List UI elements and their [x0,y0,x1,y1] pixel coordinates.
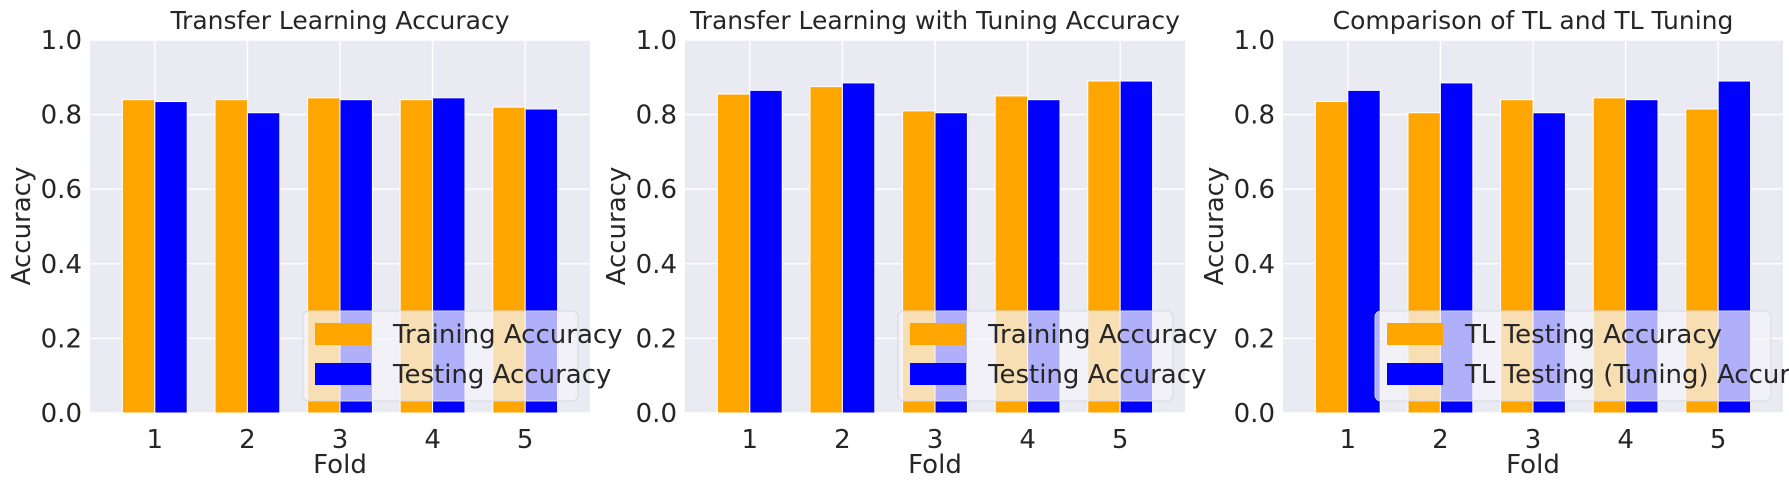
legend-label-1: TL Testing Accuracy [1464,320,1722,350]
legend-label-1: Training Accuracy [392,320,623,350]
legend: TL Testing Accuracy TL Testing (Tuning) A… [1374,310,1789,402]
x-tick-label: 4 [1617,425,1634,455]
legend-swatch-1 [315,323,371,345]
legend: Training Accuracy Testing Accuracy [302,310,623,402]
legend-label-2: Testing Accuracy [392,360,611,390]
x-tick-labels: 1 2 3 4 5 [1340,425,1727,455]
bar-series-1-fold-1 [121,99,156,414]
y-axis-label: Accuracy [1200,167,1230,286]
legend-swatch-2 [910,363,966,385]
legend-label-1: Training Accuracy [987,320,1218,350]
chart-title: Comparison of TL and TL Tuning [1333,6,1734,35]
y-tick-label: 0.2 [636,324,677,354]
x-tick-label: 1 [1340,425,1357,455]
y-tick-label: 0.8 [41,101,82,131]
legend-swatch-2 [1387,363,1443,385]
bar-series-2-fold-2 [246,112,281,414]
x-tick-label: 5 [1112,425,1129,455]
y-tick-label: 0.6 [1234,175,1275,205]
bar-series-2-fold-1 [154,101,188,414]
y-tick-label: 0.8 [636,101,677,131]
y-tick-label: 0.6 [41,175,82,205]
chart-title: Transfer Learning Accuracy [169,6,509,35]
x-tick-labels: 1 2 3 4 5 [742,425,1129,455]
bar-series-2-fold-2 [841,82,876,414]
x-tick-label: 2 [239,425,256,455]
legend-frame [302,310,579,402]
chart-panel-2: 1 2 3 4 5 0.0 0.2 0.4 0.6 0.8 1.0 Transfer Learni… [602,6,1218,480]
bar-series-1-fold-2 [809,86,843,414]
legend-frame [897,310,1174,402]
chart-panel-1: 1 2 3 4 5 0.0 0.2 0.4 0.6 0.8 1.0 Transfer Learni… [7,6,623,480]
x-axis-label: Fold [908,450,962,480]
x-tick-label: 4 [424,425,441,455]
x-tick-label: 2 [1432,425,1449,455]
y-tick-label: 0.4 [1234,250,1275,280]
legend-swatch-1 [910,323,966,345]
y-tick-label: 0.6 [636,175,677,205]
y-tick-labels: 0.0 0.2 0.4 0.6 0.8 1.0 [41,26,82,429]
y-tick-label: 0.2 [1234,324,1275,354]
legend: Training Accuracy Testing Accuracy [897,310,1218,402]
legend-label-2: Testing Accuracy [987,360,1206,390]
legend-swatch-2 [315,363,371,385]
x-tick-label: 3 [332,425,349,455]
x-tick-label: 5 [517,425,534,455]
y-tick-label: 0.4 [41,250,82,280]
x-axis-label: Fold [313,450,367,480]
legend-swatch-1 [1387,323,1443,345]
y-tick-label: 0.8 [1234,101,1275,131]
bar-series-2-fold-1 [749,89,783,414]
chart-title: Transfer Learning with Tuning Accuracy [689,6,1180,35]
y-axis-label: Accuracy [7,167,37,286]
y-axis-label: Accuracy [602,167,632,286]
x-tick-label: 5 [1710,425,1727,455]
y-tick-label: 0.4 [636,250,677,280]
x-tick-label: 1 [147,425,164,455]
y-tick-label: 1.0 [41,26,82,56]
x-tick-label: 2 [834,425,851,455]
x-tick-label: 3 [927,425,944,455]
y-tick-labels: 0.0 0.2 0.4 0.6 0.8 1.0 [636,26,677,429]
y-tick-label: 0.2 [41,324,82,354]
x-tick-label: 1 [742,425,759,455]
y-tick-label: 0.0 [636,399,677,429]
legend-frame [1374,310,1772,402]
x-tick-label: 4 [1019,425,1036,455]
bar-series-1-fold-1 [716,93,751,414]
legend-label-2: TL Testing (Tuning) Accuracy [1464,360,1789,390]
y-tick-label: 0.0 [41,399,82,429]
y-tick-label: 0.0 [1234,399,1275,429]
y-tick-labels: 0.0 0.2 0.4 0.6 0.8 1.0 [1234,26,1275,429]
x-axis-label: Fold [1506,450,1560,480]
x-tick-labels: 1 2 3 4 5 [147,425,534,455]
y-tick-label: 1.0 [636,26,677,56]
bar-series-1-fold-2 [214,99,248,414]
bar-series-1-fold-1 [1314,101,1349,414]
x-tick-label: 3 [1525,425,1542,455]
bars-layer [1314,80,1752,414]
chart-panel-3: 1 2 3 4 5 0.0 0.2 0.4 0.6 0.8 1.0 Comparison of T… [1200,6,1789,480]
y-tick-label: 1.0 [1234,26,1275,56]
